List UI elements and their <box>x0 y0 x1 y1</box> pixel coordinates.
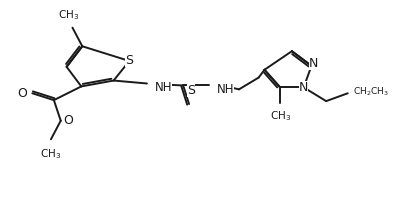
Text: CH$_3$: CH$_3$ <box>269 109 291 123</box>
Text: O: O <box>64 114 73 127</box>
Text: S: S <box>125 55 133 68</box>
Text: NH: NH <box>216 83 234 96</box>
Text: NH: NH <box>155 81 172 94</box>
Text: O: O <box>17 87 27 100</box>
Text: N: N <box>309 57 318 70</box>
Text: CH$_3$: CH$_3$ <box>40 147 62 161</box>
Text: CH$_2$CH$_3$: CH$_2$CH$_3$ <box>353 85 389 98</box>
Text: S: S <box>187 84 195 97</box>
Text: N: N <box>299 81 308 94</box>
Text: CH$_3$: CH$_3$ <box>58 8 79 22</box>
